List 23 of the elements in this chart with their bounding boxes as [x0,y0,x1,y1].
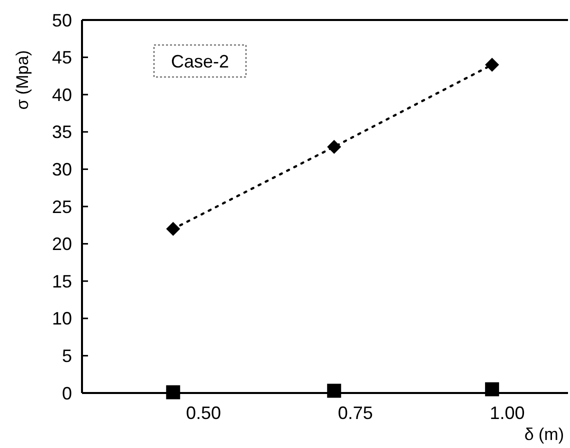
x-tick-label: 0.75 [338,403,373,423]
y-axis-title: σ (Mpa) [13,50,32,110]
x-axis-title: δ (m) [524,425,564,444]
y-tick-label: 20 [52,234,72,254]
y-tick-label: 5 [62,346,72,366]
y-tick-label: 30 [52,160,72,180]
y-tick-label: 15 [52,271,72,292]
y-tick-label: 45 [52,48,72,68]
y-tick-label: 40 [52,84,72,105]
point [485,58,500,72]
point [327,140,342,154]
point [166,222,180,236]
y-tick-label: 0 [62,383,72,404]
y-tick-label: 50 [52,10,72,30]
annotation: Case-2 [170,51,230,72]
y-tick-label: 25 [52,196,72,217]
y-tick-label: 10 [52,308,72,329]
y-tick-label: 35 [52,122,72,142]
point [327,384,342,398]
x-tick-label: 1.00 [490,403,525,423]
x-tick-label: 0.50 [186,403,222,423]
point [485,382,500,396]
point [166,385,180,400]
